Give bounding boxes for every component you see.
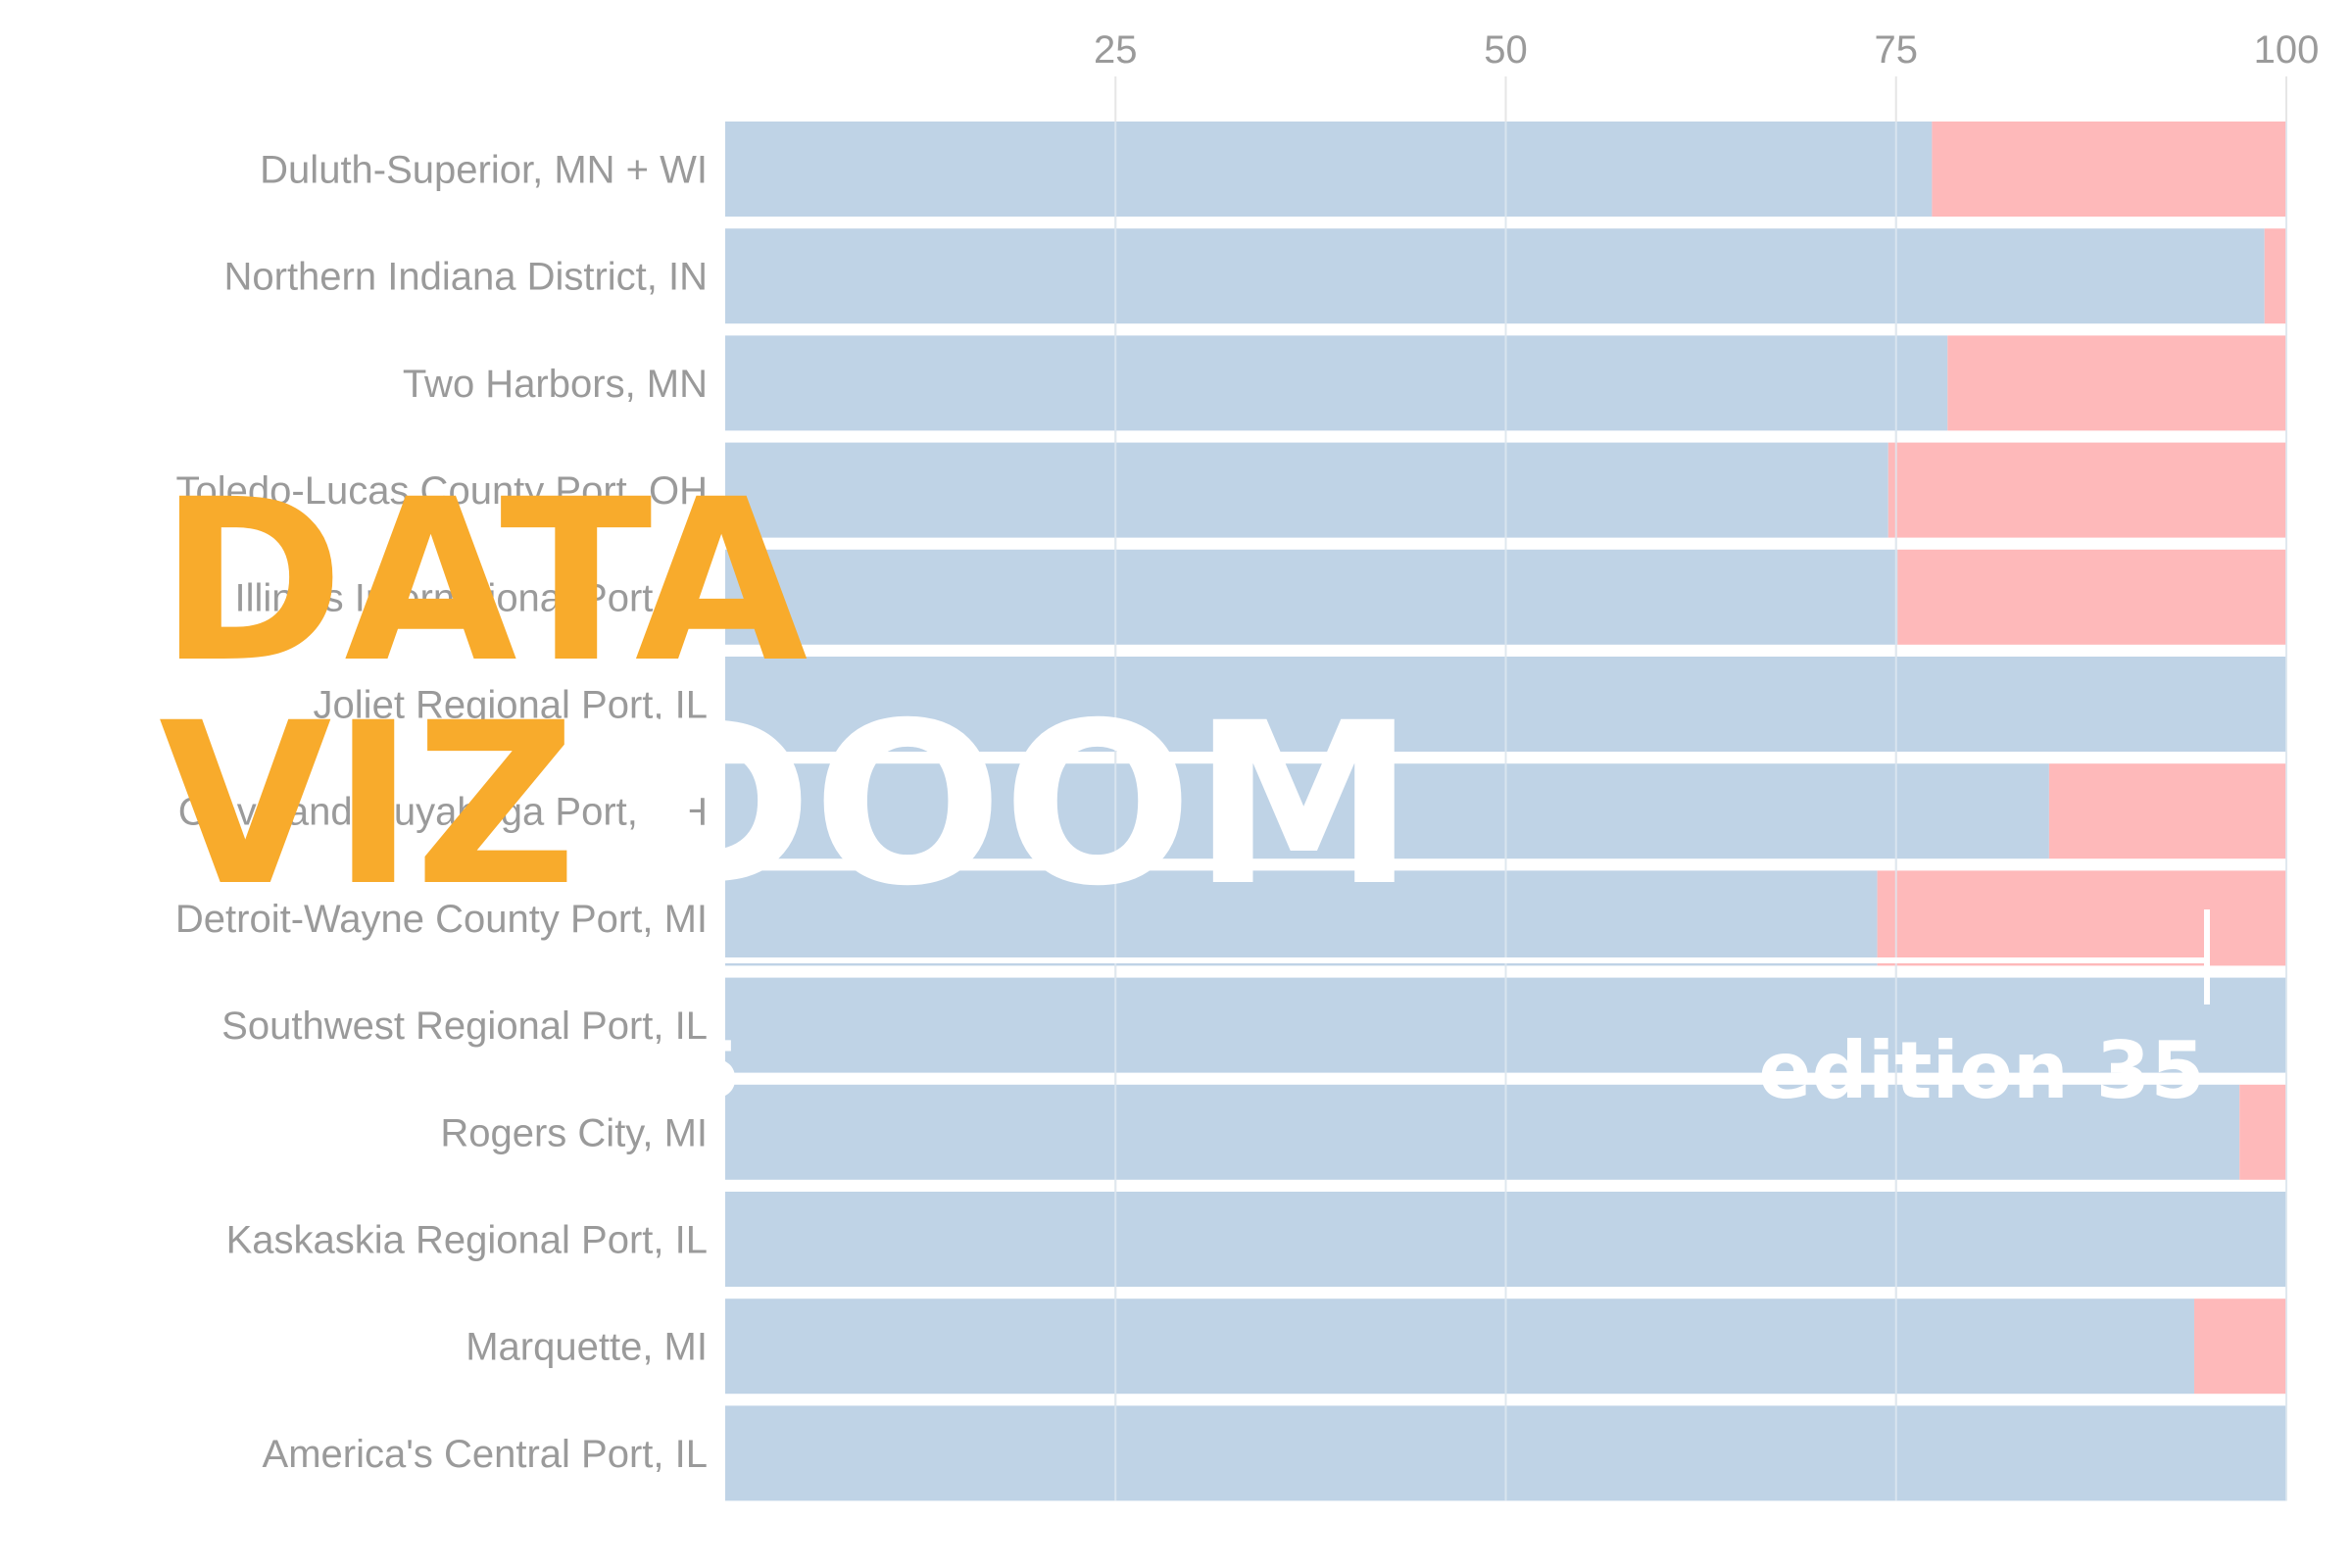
category-label: Toledo-Lucas County Port, OH xyxy=(176,469,708,513)
bar-row10-segment1 xyxy=(725,1084,2240,1180)
category-label: Joliet Regional Port, IL xyxy=(314,684,708,727)
category-labels: Duluth-Superior, MN + WI Northern Indiana… xyxy=(175,149,708,1476)
x-tick-label-25: 25 xyxy=(1094,28,1138,72)
bar-row4-segment2 xyxy=(1887,442,2286,538)
bar-row8-segment1 xyxy=(725,870,1878,966)
category-label: Cleveland-Cuyahoga Port, OH xyxy=(178,791,708,834)
category-label: Two Harbors, MN xyxy=(403,363,708,406)
x-tick-label-50: 50 xyxy=(1484,28,1528,72)
category-label: Duluth-Superior, MN + WI xyxy=(260,149,708,192)
category-label: Southwest Regional Port, IL xyxy=(221,1004,708,1048)
category-label: Rogers City, MI xyxy=(440,1111,708,1154)
watermark-edition: edition 35 xyxy=(1758,1025,2205,1116)
category-label: Illinois International Port, IL xyxy=(235,576,708,619)
bar-row4-segment1 xyxy=(725,442,1888,538)
bar-row3-segment2 xyxy=(1947,335,2286,431)
bar-row7-segment2 xyxy=(2048,763,2286,859)
watermark-number: 5 xyxy=(686,1025,741,1116)
bar-row12-segment2 xyxy=(2194,1298,2286,1395)
bar-row3-segment1 xyxy=(725,335,1948,431)
watermark-line1: DATA xyxy=(159,451,808,711)
bar-row1-segment2 xyxy=(1932,122,2286,217)
bar-row8-segment2 xyxy=(1877,870,2286,966)
bar-row7-segment1 xyxy=(725,763,2049,859)
x-tick-label-100: 100 xyxy=(2254,28,2320,72)
bar-row5-segment2 xyxy=(1897,549,2286,645)
category-label: America's Central Port, IL xyxy=(263,1433,708,1476)
bar-row12-segment1 xyxy=(725,1298,2194,1395)
category-label: Kaskaskia Regional Port, IL xyxy=(226,1219,708,1262)
bar-row10-segment2 xyxy=(2239,1084,2286,1180)
category-label: Northern Indiana District, IN xyxy=(223,256,708,299)
watermark-line2-a: VIZ xyxy=(159,674,577,935)
gridlines-overlay xyxy=(1114,122,2287,1501)
bar-row5-segment1 xyxy=(725,549,1898,645)
category-label: Marquette, MI xyxy=(466,1326,708,1369)
watermark: DATA VIZ DOOM 5 edition 35 xyxy=(159,451,2210,1116)
bars xyxy=(725,122,2286,1501)
x-axis-ticks: 25 50 75 100 xyxy=(1094,28,2319,72)
bar-row2-segment1 xyxy=(725,228,2265,324)
bar-row2-segment2 xyxy=(2264,228,2286,324)
bar-row1-segment1 xyxy=(725,122,1933,217)
category-label: Detroit-Wayne County Port, MI xyxy=(175,898,708,941)
x-tick-label-75: 75 xyxy=(1875,28,1919,72)
watermark-line2-b: DOOM xyxy=(627,674,1415,935)
